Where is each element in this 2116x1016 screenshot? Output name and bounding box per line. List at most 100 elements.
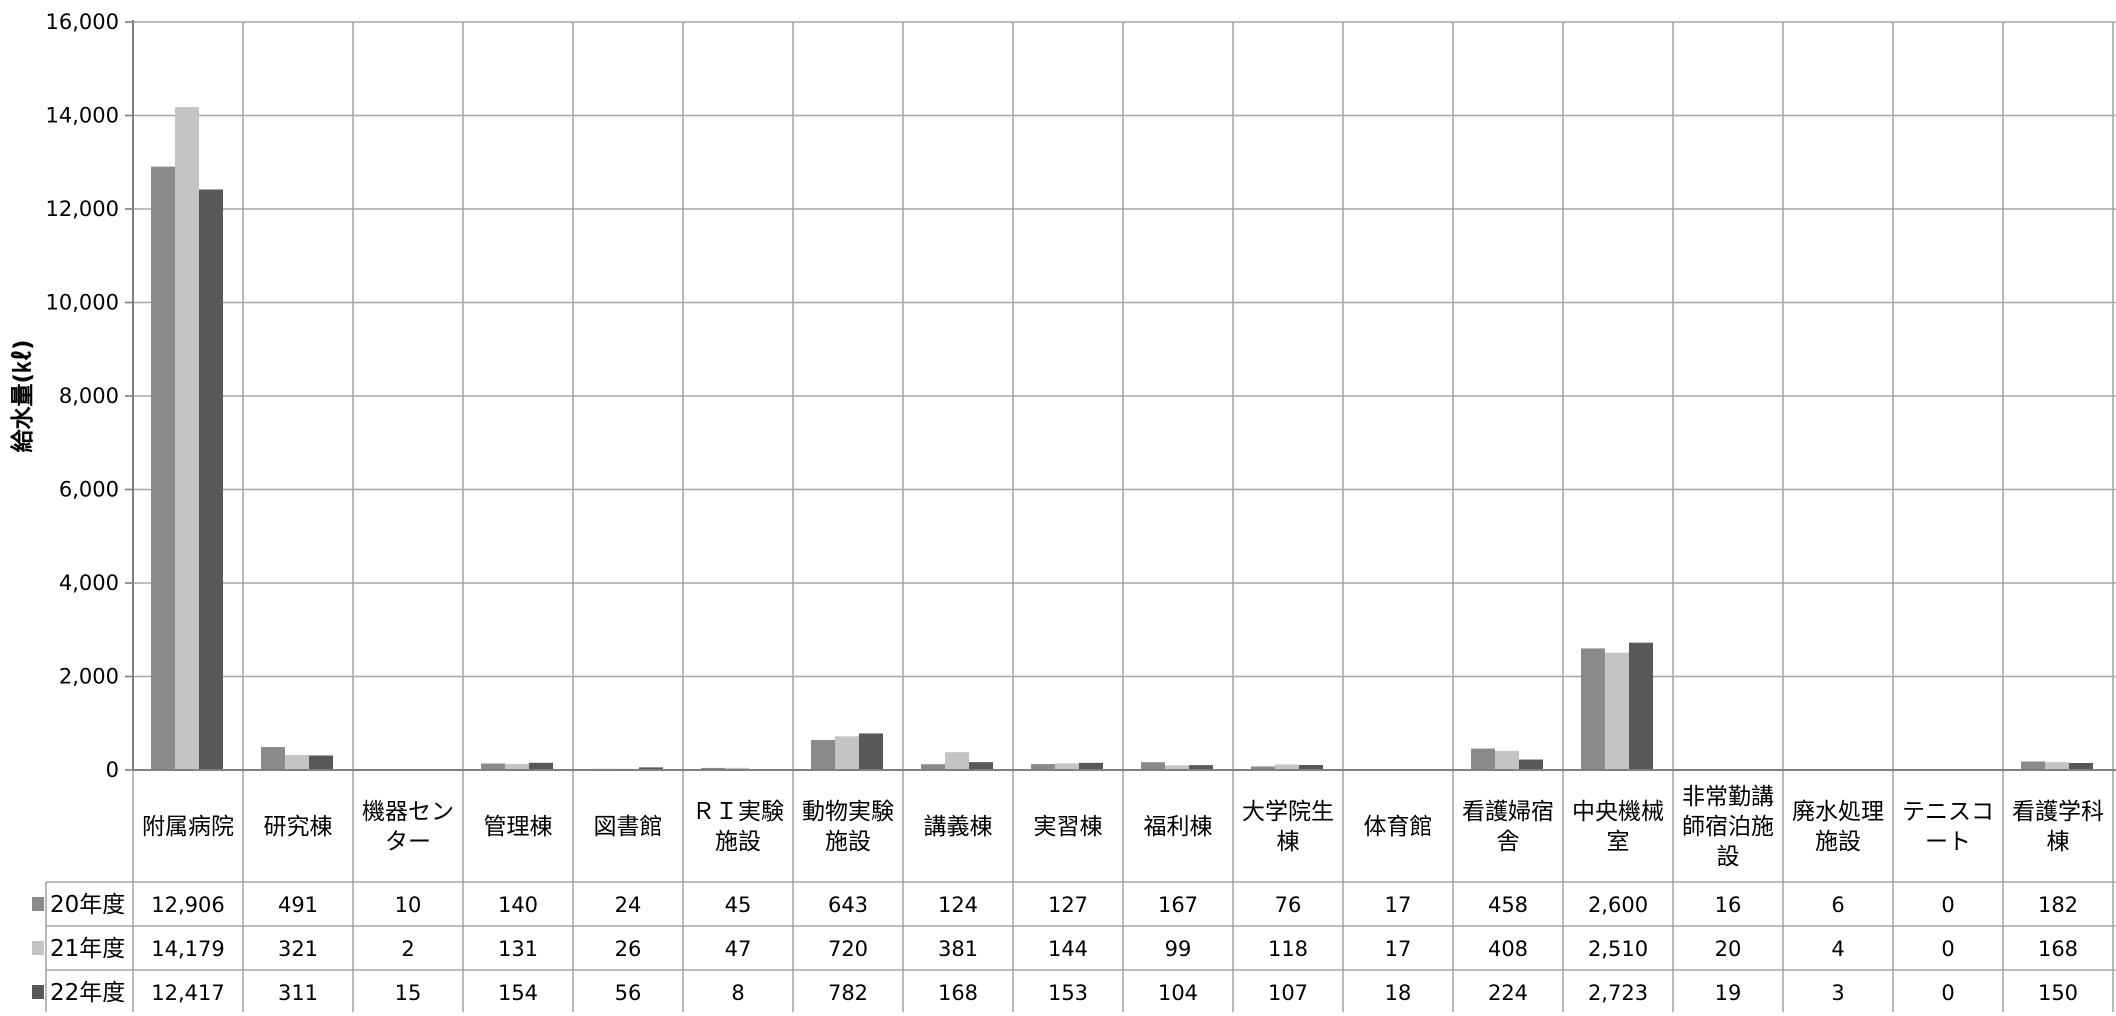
table-cell-value: 20 xyxy=(1715,937,1742,961)
table-cell-value: 104 xyxy=(1158,981,1198,1005)
x-category-label: 大学院生 xyxy=(1242,799,1334,825)
table-cell-value: 0 xyxy=(1941,981,1954,1005)
bar xyxy=(309,755,333,770)
table-cell-value: 16 xyxy=(1715,893,1742,917)
x-category-label: ＲＩ実験 xyxy=(692,799,784,825)
y-tick-label: 0 xyxy=(106,758,119,782)
bar xyxy=(151,167,175,770)
x-category-label: 看護婦宿 xyxy=(1462,799,1554,825)
table-cell-value: 124 xyxy=(938,893,978,917)
table-cell-value: 76 xyxy=(1275,893,1302,917)
table-cell-value: 131 xyxy=(498,937,538,961)
x-category-label: 棟 xyxy=(2047,829,2070,855)
bar xyxy=(1141,762,1165,770)
table-cell-value: 168 xyxy=(938,981,978,1005)
x-category-label: 施設 xyxy=(715,829,761,855)
y-tick-label: 10,000 xyxy=(46,291,119,315)
table-cell-value: 167 xyxy=(1158,893,1198,917)
bar xyxy=(2021,761,2045,770)
table-series-name: 21年度 xyxy=(50,936,125,962)
x-category-label: 実習棟 xyxy=(1034,814,1103,840)
y-tick-label: 4,000 xyxy=(59,571,119,595)
table-cell-value: 0 xyxy=(1941,937,1954,961)
bar xyxy=(969,762,993,770)
x-category-label: 室 xyxy=(1607,829,1630,855)
table-cell-value: 107 xyxy=(1268,981,1308,1005)
bar xyxy=(285,755,309,770)
table-cell-value: 45 xyxy=(725,893,752,917)
table-cell-value: 2,510 xyxy=(1588,937,1648,961)
table-cell-value: 224 xyxy=(1488,981,1528,1005)
bar xyxy=(811,740,835,770)
bar xyxy=(1629,643,1653,770)
bar xyxy=(1471,749,1495,770)
bar xyxy=(2069,763,2093,770)
x-category-label: 中央機械 xyxy=(1572,799,1664,825)
table-series-name: 20年度 xyxy=(50,892,125,918)
table-cell-value: 17 xyxy=(1385,937,1412,961)
x-category-label: 図書館 xyxy=(594,814,663,840)
table-cell-value: 118 xyxy=(1268,937,1308,961)
bar xyxy=(199,190,223,770)
table-cell-value: 2 xyxy=(401,937,414,961)
table-cell-value: 17 xyxy=(1385,893,1412,917)
x-category-label: 動物実験 xyxy=(802,799,894,825)
table-cell-value: 408 xyxy=(1488,937,1528,961)
table-cell-value: 47 xyxy=(725,937,752,961)
y-axis-label: 給水量(㎘) xyxy=(9,339,36,452)
legend-swatch xyxy=(32,897,44,911)
x-category-label: 研究棟 xyxy=(264,814,333,840)
table-cell-value: 182 xyxy=(2038,893,2078,917)
x-category-label: 棟 xyxy=(1277,829,1300,855)
bar xyxy=(1055,763,1079,770)
table-cell-value: 720 xyxy=(828,937,868,961)
table-cell-value: 381 xyxy=(938,937,978,961)
x-category-label: 機器セン xyxy=(362,799,454,825)
table-cell-value: 321 xyxy=(278,937,318,961)
table-cell-value: 168 xyxy=(2038,937,2078,961)
table-cell-value: 491 xyxy=(278,893,318,917)
x-category-label: 舎 xyxy=(1497,829,1520,855)
table-cell-value: 2,600 xyxy=(1588,893,1648,917)
table-cell-value: 12,906 xyxy=(151,893,224,917)
table-cell-value: 56 xyxy=(615,981,642,1005)
bar xyxy=(175,107,199,770)
y-tick-label: 8,000 xyxy=(59,384,119,408)
table-cell-value: 150 xyxy=(2038,981,2078,1005)
table-cell-value: 2,723 xyxy=(1588,981,1648,1005)
bar xyxy=(945,752,969,770)
y-tick-label: 6,000 xyxy=(59,478,119,502)
y-tick-label: 16,000 xyxy=(46,10,119,34)
x-category-label: 設 xyxy=(1717,844,1740,870)
x-category-label: 施設 xyxy=(825,829,871,855)
table-cell-value: 311 xyxy=(278,981,318,1005)
table-cell-value: 144 xyxy=(1048,937,1088,961)
table-series-name: 22年度 xyxy=(50,980,125,1006)
table-cell-value: 154 xyxy=(498,981,538,1005)
bar xyxy=(835,736,859,770)
table-cell-value: 643 xyxy=(828,893,868,917)
x-category-label: 非常勤講 xyxy=(1682,784,1774,810)
table-cell-value: 3 xyxy=(1831,981,1844,1005)
bar xyxy=(2045,762,2069,770)
x-category-label: ター xyxy=(385,829,431,855)
bar xyxy=(1495,751,1519,770)
x-category-label: ート xyxy=(1925,829,1971,855)
table-cell-value: 0 xyxy=(1941,893,1954,917)
table-cell-value: 127 xyxy=(1048,893,1088,917)
table-cell-value: 4 xyxy=(1831,937,1844,961)
table-cell-value: 15 xyxy=(395,981,422,1005)
table-cell-value: 8 xyxy=(731,981,744,1005)
x-category-label: 師宿泊施 xyxy=(1682,814,1774,840)
table-cell-value: 140 xyxy=(498,893,538,917)
bar xyxy=(1079,763,1103,770)
table-cell-value: 458 xyxy=(1488,893,1528,917)
bar xyxy=(529,763,553,770)
x-category-label: 講義棟 xyxy=(924,814,993,840)
y-tick-label: 2,000 xyxy=(59,665,119,689)
legend-swatch xyxy=(32,941,44,955)
table-cell-value: 782 xyxy=(828,981,868,1005)
legend-swatch xyxy=(32,985,44,999)
x-category-label: 附属病院 xyxy=(142,814,234,840)
